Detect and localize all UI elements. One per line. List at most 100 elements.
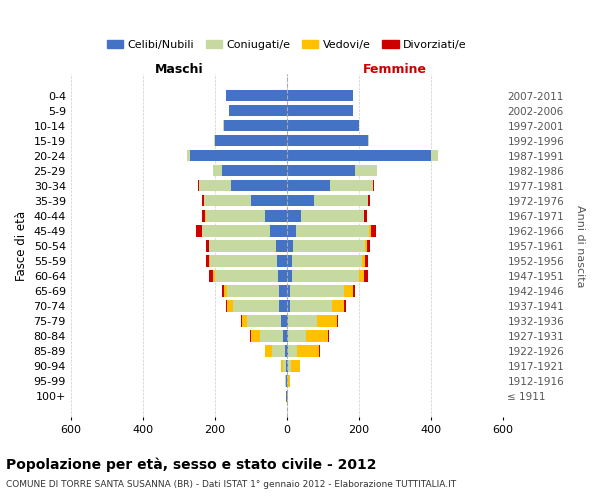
Bar (344, 286, 353, 296)
Bar (190, 150, 287, 162)
Bar (224, 286, 227, 296)
Bar (287, 180, 330, 192)
Bar (287, 316, 289, 326)
Bar (242, 316, 247, 326)
Bar (293, 240, 365, 252)
Legend: Celibi/Nubili, Coniugati/e, Vedovi/e, Divorziati/e: Celibi/Nubili, Coniugati/e, Vedovi/e, Di… (102, 36, 471, 54)
Bar (214, 135, 215, 146)
Bar (247, 316, 281, 326)
Bar (370, 226, 371, 236)
Bar (286, 390, 287, 402)
Bar (222, 286, 224, 296)
Bar (204, 195, 251, 206)
Bar (431, 150, 438, 162)
Bar (298, 346, 319, 356)
Bar (287, 90, 353, 102)
Bar (296, 226, 370, 236)
Bar (328, 330, 329, 342)
Bar (226, 300, 227, 312)
Bar (287, 120, 359, 132)
Bar (287, 226, 296, 236)
Bar (229, 105, 287, 117)
Bar (344, 300, 346, 312)
Bar (368, 135, 369, 146)
Bar (288, 360, 290, 372)
Bar (367, 240, 370, 252)
Bar (319, 346, 320, 356)
Bar (287, 240, 293, 252)
Bar (215, 270, 278, 281)
Bar (241, 316, 242, 326)
Bar (286, 376, 287, 387)
Bar (365, 240, 367, 252)
Y-axis label: Anni di nascita: Anni di nascita (575, 204, 585, 287)
Bar (265, 346, 272, 356)
Bar (260, 330, 283, 342)
Bar (330, 180, 373, 192)
Bar (199, 180, 231, 192)
Bar (364, 210, 367, 222)
Text: Maschi: Maschi (154, 63, 203, 76)
Bar (251, 195, 287, 206)
Bar (231, 180, 287, 192)
Bar (287, 346, 289, 356)
Bar (213, 270, 215, 281)
Bar (287, 286, 290, 296)
Bar (290, 300, 332, 312)
Bar (368, 195, 370, 206)
Bar (196, 226, 202, 236)
Bar (337, 316, 338, 326)
Bar (287, 270, 292, 281)
Bar (290, 360, 299, 372)
Bar (286, 360, 287, 372)
Bar (226, 90, 287, 102)
Bar (288, 376, 290, 387)
Bar (287, 360, 288, 372)
Bar (287, 150, 431, 162)
Text: Popolazione per età, sesso e stato civile - 2012: Popolazione per età, sesso e stato civil… (6, 458, 377, 472)
Bar (278, 270, 287, 281)
Bar (283, 330, 287, 342)
Bar (277, 256, 287, 266)
Bar (289, 330, 307, 342)
Bar (209, 270, 213, 281)
Bar (280, 300, 287, 312)
Bar (353, 286, 355, 296)
Bar (233, 300, 280, 312)
Bar (265, 210, 287, 222)
Bar (285, 376, 286, 387)
Bar (202, 226, 271, 236)
Bar (283, 360, 286, 372)
Bar (281, 360, 283, 372)
Bar (289, 346, 298, 356)
Bar (287, 210, 301, 222)
Bar (202, 195, 204, 206)
Bar (362, 256, 365, 266)
Bar (287, 195, 314, 206)
Bar (215, 135, 287, 146)
Bar (198, 180, 199, 192)
Bar (187, 150, 190, 162)
Bar (332, 300, 344, 312)
Bar (210, 256, 277, 266)
Bar (206, 256, 209, 266)
Bar (251, 330, 260, 342)
Bar (287, 256, 292, 266)
Bar (364, 270, 368, 281)
Bar (314, 195, 368, 206)
Bar (209, 256, 210, 266)
Text: COMUNE DI TORRE SANTA SUSANNA (BR) - Dati ISTAT 1° gennaio 2012 - Elaborazione T: COMUNE DI TORRE SANTA SUSANNA (BR) - Dat… (6, 480, 456, 489)
Bar (292, 270, 359, 281)
Bar (371, 226, 376, 236)
Bar (287, 165, 355, 176)
Bar (280, 286, 287, 296)
Bar (317, 316, 337, 326)
Bar (222, 165, 287, 176)
Bar (290, 286, 344, 296)
Bar (365, 256, 368, 266)
Bar (355, 165, 377, 176)
Bar (307, 330, 328, 342)
Bar (202, 210, 205, 222)
Bar (292, 256, 362, 266)
Bar (276, 240, 287, 252)
